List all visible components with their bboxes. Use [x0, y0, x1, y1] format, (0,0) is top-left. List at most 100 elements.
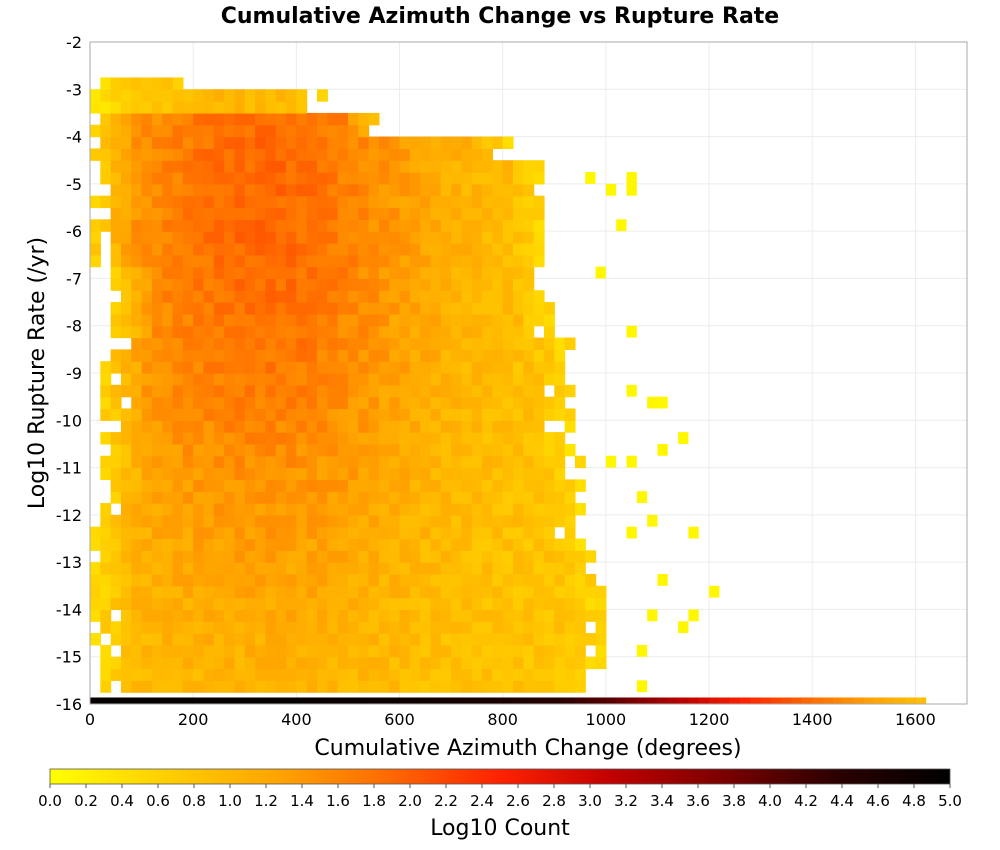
heatmap-cell: [151, 408, 163, 421]
heatmap-cell: [409, 254, 421, 268]
heatmap-cell: [409, 207, 421, 220]
heatmap-cell: [492, 697, 504, 704]
heatmap-cell: [296, 680, 308, 693]
heatmap-cell: [574, 573, 586, 587]
heatmap-cell: [399, 455, 411, 469]
heatmap-cell: [533, 585, 545, 599]
heatmap-cell: [378, 420, 390, 433]
heatmap-cell: [389, 172, 401, 185]
heatmap-cell: [337, 491, 349, 504]
heatmap-cell: [337, 656, 349, 670]
heatmap-cell: [306, 219, 318, 232]
heatmap-cell: [409, 668, 421, 681]
heatmap-cell: [574, 621, 586, 634]
heatmap-cell: [482, 573, 493, 587]
heatmap-cell: [162, 668, 174, 681]
heatmap-cell: [286, 136, 297, 149]
heatmap-cell: [151, 136, 163, 149]
heatmap-cell: [451, 680, 463, 693]
heatmap-cell: [523, 621, 535, 634]
heatmap-cell: [141, 550, 153, 563]
heatmap-cell: [213, 160, 225, 173]
heatmap-cell: [389, 195, 401, 209]
heatmap-cell: [358, 349, 370, 362]
heatmap-cell: [244, 361, 256, 374]
heatmap-cell: [316, 160, 328, 173]
heatmap-cell: [224, 195, 236, 209]
heatmap-cell: [492, 538, 504, 551]
heatmap-cell: [471, 491, 483, 504]
heatmap-cell: [100, 160, 112, 173]
heatmap-cell: [255, 231, 266, 244]
heatmap-cell: [316, 254, 328, 268]
heatmap-cell: [378, 633, 390, 646]
heatmap-cell: [306, 455, 318, 469]
heatmap-cell: [120, 467, 132, 480]
heatmap-cell: [244, 349, 256, 362]
heatmap-cell: [543, 550, 555, 563]
heatmap-cell: [389, 266, 401, 280]
heatmap-cell: [141, 644, 153, 658]
heatmap-cell: [543, 361, 555, 374]
chart-title: Cumulative Azimuth Change vs Rupture Rat…: [221, 4, 779, 29]
heatmap-cell: [523, 242, 535, 256]
heatmap-cell: [492, 656, 504, 670]
heatmap-cell: [502, 680, 514, 693]
heatmap-cell: [275, 467, 287, 480]
heatmap-cell: [688, 609, 699, 622]
heatmap-cell: [657, 697, 669, 704]
heatmap-cell: [193, 479, 205, 492]
heatmap-cell: [172, 278, 184, 291]
heatmap-cell: [513, 526, 524, 540]
heatmap-cell: [378, 313, 390, 327]
heatmap-cell: [120, 242, 132, 256]
heatmap-cell: [162, 148, 174, 161]
heatmap-cell: [574, 562, 586, 575]
heatmap-cell: [585, 172, 596, 184]
heatmap-cell: [244, 503, 256, 516]
heatmap-cell: [399, 609, 411, 622]
heatmap-cell: [874, 697, 885, 704]
colorbar-tick-label: 3.0: [578, 792, 602, 810]
heatmap-cell: [471, 302, 483, 315]
heatmap-cell: [440, 573, 452, 587]
heatmap-cell: [224, 479, 236, 492]
heatmap-cell: [213, 112, 225, 126]
heatmap-cell: [513, 644, 524, 658]
heatmap-cell: [409, 503, 421, 516]
heatmap-cell: [275, 633, 287, 646]
heatmap-cell: [265, 408, 277, 421]
heatmap-cell: [327, 585, 339, 599]
heatmap-cell: [172, 479, 184, 492]
heatmap-cell: [502, 373, 514, 386]
heatmap-cell: [316, 325, 328, 339]
heatmap-cell: [316, 503, 328, 516]
heatmap-cell: [203, 124, 215, 138]
heatmap-cell: [409, 408, 421, 421]
heatmap-cell: [296, 337, 308, 350]
heatmap-cell: [574, 656, 586, 670]
heatmap-cell: [110, 207, 122, 220]
heatmap-cell: [255, 697, 266, 704]
heatmap-cell: [709, 585, 720, 598]
heatmap-cell: [492, 349, 504, 362]
heatmap-cell: [389, 455, 401, 469]
heatmap-cell: [513, 491, 524, 504]
heatmap-cell: [543, 697, 555, 704]
heatmap-cell: [182, 432, 194, 445]
heatmap-cell: [564, 550, 576, 563]
heatmap-cell: [409, 656, 421, 670]
heatmap-cell: [543, 514, 555, 528]
heatmap-cell: [162, 373, 174, 386]
heatmap-cell: [224, 290, 236, 303]
heatmap-cell: [100, 514, 112, 528]
heatmap-cell: [213, 349, 225, 362]
heatmap-cell: [482, 562, 493, 575]
heatmap-cell: [224, 361, 236, 374]
heatmap-cell: [286, 420, 297, 433]
heatmap-cell: [502, 633, 514, 646]
heatmap-cell: [513, 538, 524, 551]
heatmap-cell: [430, 136, 442, 149]
heatmap-cell: [275, 656, 287, 670]
heatmap-cell: [162, 266, 174, 280]
